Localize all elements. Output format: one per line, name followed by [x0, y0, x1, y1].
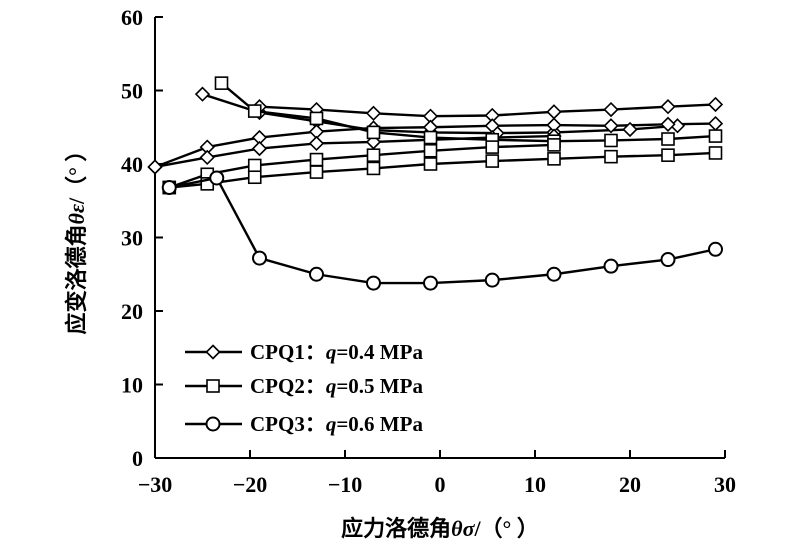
legend-item-1: CPQ1：q=0.4 MPa: [185, 340, 423, 364]
y-tick-label: 10: [121, 373, 143, 398]
square-marker: [604, 149, 618, 164]
x-tick-label: −30: [138, 472, 173, 497]
diamond-marker: [603, 101, 619, 118]
circle-marker: [423, 275, 438, 291]
y-tick-label: 20: [121, 299, 143, 324]
square-marker: [214, 76, 229, 90]
circle-marker: [209, 170, 225, 186]
series-3: [161, 170, 723, 291]
y-tick-label: 40: [121, 152, 143, 177]
axes: [154, 16, 726, 459]
square-marker: [661, 148, 675, 162]
diamond-marker: [660, 116, 676, 132]
series-line: [154, 134, 555, 169]
y-axis-label: 应变洛德角θε/（° ）: [64, 140, 89, 335]
square-marker: [366, 148, 381, 162]
legend-label: CPQ1：q=0.4 MPa: [250, 340, 423, 364]
square-marker: [547, 152, 561, 166]
diamond-marker: [707, 96, 724, 113]
square-marker: [366, 125, 381, 140]
circle-marker: [603, 258, 619, 274]
y-tick-label: 50: [121, 79, 143, 104]
diamond-marker: [603, 118, 619, 134]
square-marker: [309, 165, 324, 179]
tick-labels: 0 10 20 30 40 50 60 −30 −20 −10 0 10 20 30: [121, 5, 736, 497]
circle-marker: [309, 266, 324, 282]
plot-area: [147, 76, 724, 291]
y-tick-label: 30: [121, 226, 143, 251]
series-2: [162, 76, 723, 195]
legend-label: CPQ2：q=0.5 MPa: [250, 374, 423, 398]
circle-marker: [161, 180, 177, 196]
square-marker: [247, 170, 262, 185]
diamond-marker: [194, 86, 211, 102]
y-tick-label: 0: [132, 446, 143, 471]
x-tick-label: −20: [233, 472, 268, 497]
square-marker: [708, 129, 723, 143]
diamond-marker: [147, 159, 163, 175]
circle-marker: [484, 272, 500, 288]
diamond-marker: [365, 105, 382, 121]
legend-item-3: CPQ3：q=0.6 MPa: [185, 412, 423, 436]
square-marker: [423, 143, 438, 158]
square-marker: [366, 161, 381, 176]
x-tick-label: 10: [524, 472, 546, 497]
x-tick-label: 0: [435, 472, 446, 497]
diamond-marker: [199, 149, 215, 166]
series-line: [169, 176, 716, 285]
square-marker: [423, 157, 438, 171]
diamond-marker: [707, 115, 724, 132]
legend-label: CPQ3：q=0.6 MPa: [250, 412, 423, 436]
diamond-marker: [622, 121, 638, 138]
square-marker: [547, 138, 561, 152]
diamond-marker: [251, 140, 268, 157]
square-marker: [485, 154, 500, 168]
square-marker: [247, 104, 262, 118]
circle-marker: [366, 275, 381, 291]
circle-marker: [708, 241, 723, 257]
square-marker: [206, 379, 220, 393]
y-tick-label: 60: [121, 5, 143, 30]
square-marker: [423, 130, 438, 145]
circle-marker: [205, 416, 221, 432]
square-marker: [309, 152, 324, 167]
diamond-marker: [205, 344, 221, 360]
square-marker: [708, 146, 723, 160]
diamond-marker: [660, 99, 676, 115]
x-tick-label: 20: [619, 472, 641, 497]
circle-marker: [546, 266, 562, 282]
diamond-marker: [546, 104, 562, 120]
square-marker: [247, 158, 262, 173]
square-marker: [485, 140, 500, 154]
diamond-marker: [308, 135, 325, 152]
series-line: [220, 82, 716, 143]
circle-marker: [660, 252, 676, 268]
square-marker: [604, 133, 618, 148]
legend: CPQ1：q=0.4 MPa CPQ2：q=0.5 MPa CPQ3：q=0.6 M…: [185, 340, 423, 436]
circle-marker: [252, 250, 267, 266]
x-tick-label: −10: [328, 472, 363, 497]
legend-item-2: CPQ2：q=0.5 MPa: [185, 374, 423, 398]
square-marker: [661, 132, 675, 146]
x-tick-label: 30: [714, 472, 736, 497]
square-marker: [309, 111, 324, 126]
x-axis-label: 应力洛德角θσ/（° ）: [341, 516, 539, 541]
